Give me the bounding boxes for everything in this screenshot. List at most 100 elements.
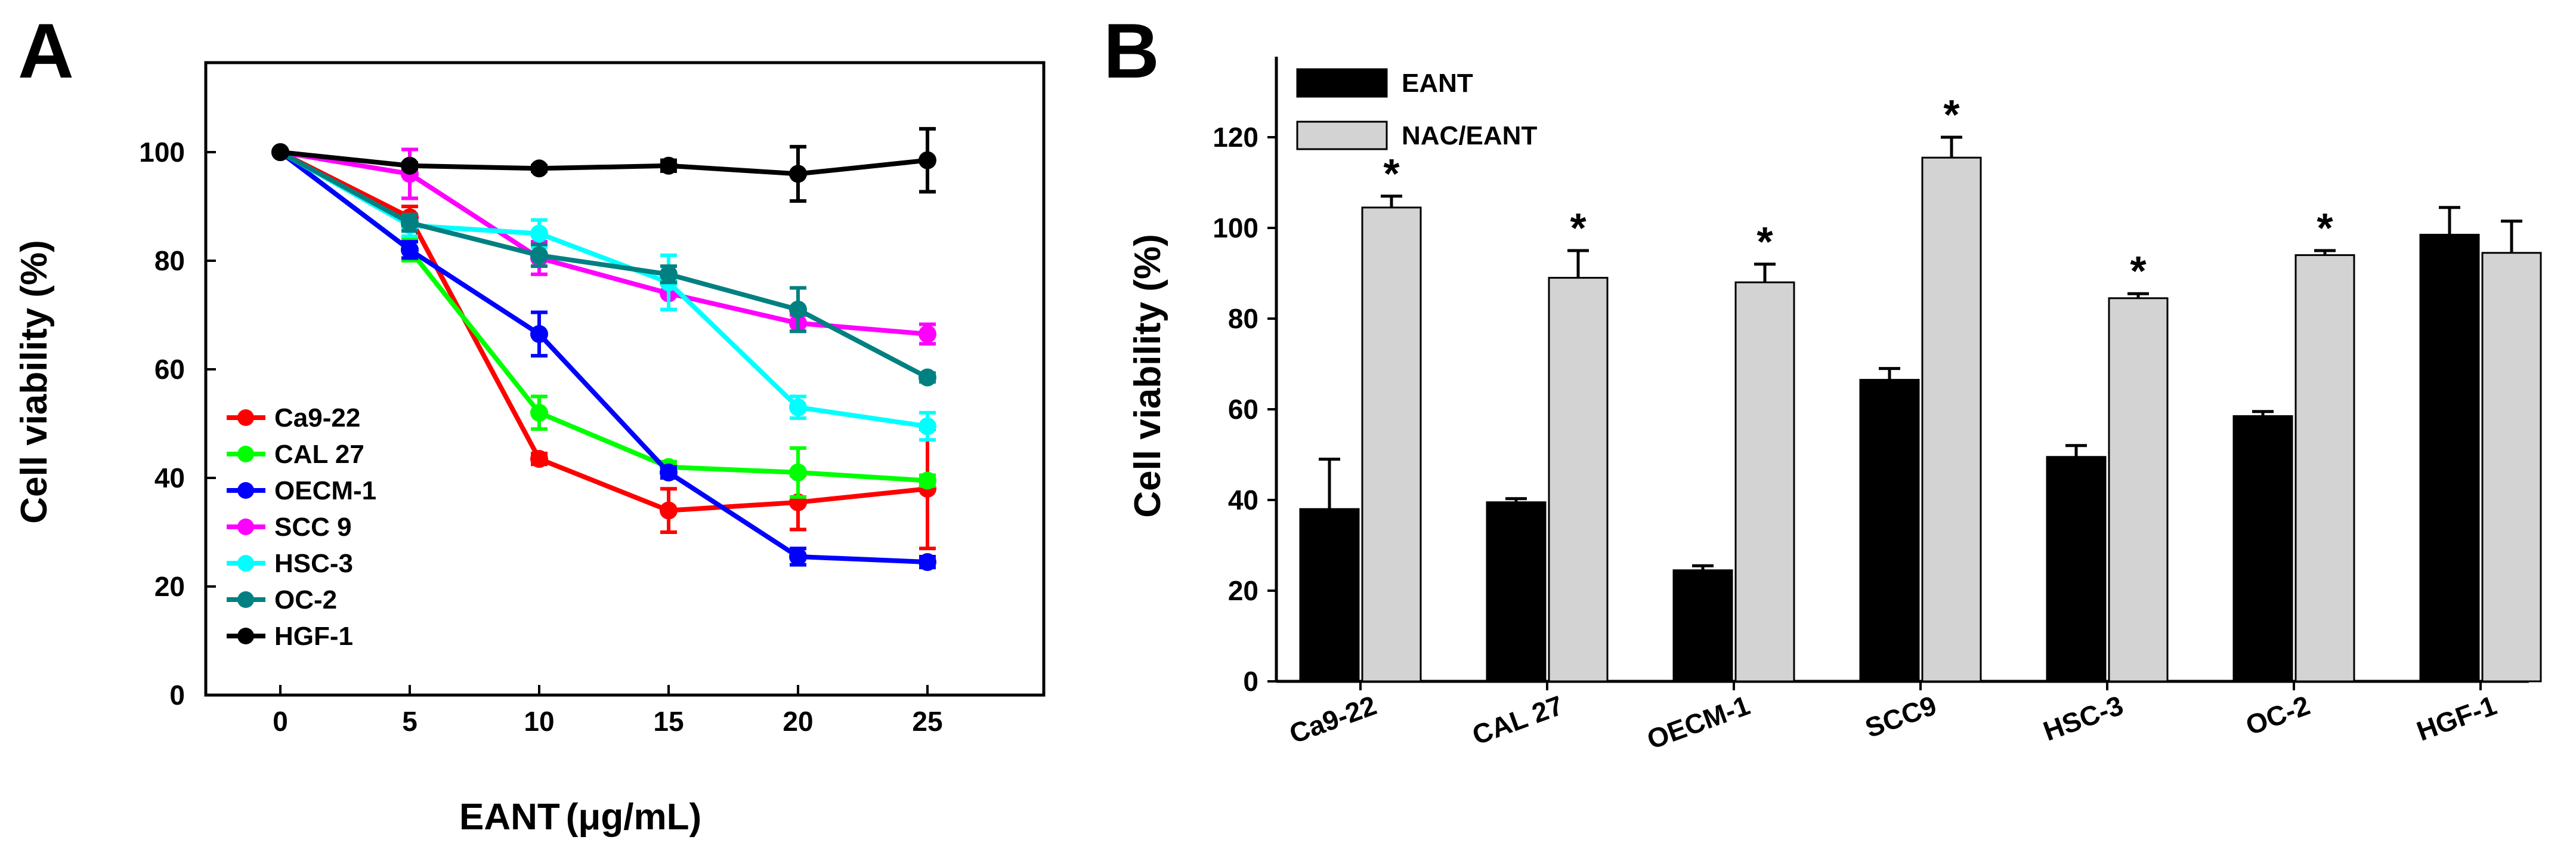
panel-b-group-ca9-22: * xyxy=(1299,150,1422,683)
panel-b-bar xyxy=(1859,379,1920,683)
panel-b-significance-marker: * xyxy=(1570,205,1587,251)
panel-b-legend-swatch xyxy=(1296,121,1388,150)
panel-a-data-point xyxy=(660,156,678,175)
panel-b-y-tick-label: 60 xyxy=(1228,394,1258,425)
panel-b-x-tick-label: HSC-3 xyxy=(2039,690,2127,747)
panel-a-legend-marker xyxy=(237,409,254,426)
panel-b-significance-marker: * xyxy=(2130,248,2147,294)
panel-a-data-point xyxy=(530,159,548,178)
panel-a-x-axis-title-unit: (μg/mL) xyxy=(566,797,701,838)
panel-a-data-point xyxy=(919,151,936,169)
panel-a-series-line xyxy=(280,150,928,177)
panel-b-bar xyxy=(1734,281,1795,683)
panel-a-series-line xyxy=(279,150,928,429)
panel-a-y-tick-label: 100 xyxy=(139,137,185,168)
panel-a-legend-label: HGF-1 xyxy=(274,622,353,651)
panel-a-series-hgf-1 xyxy=(271,126,936,203)
panel-b-bar xyxy=(2294,254,2355,683)
panel-a-y-axis-title: Cell viability (%) xyxy=(14,240,55,523)
panel-b-bar xyxy=(2108,297,2169,683)
panel-a-legend-marker xyxy=(237,628,254,644)
panel-a-y-tick-label: 20 xyxy=(154,571,185,602)
panel-b-bar xyxy=(2481,252,2542,683)
panel-a-data-point xyxy=(530,224,548,243)
panel-b-significance-marker: * xyxy=(1943,91,1960,138)
panel-label-a: A xyxy=(18,7,74,94)
panel-b-x-tick-label: Ca9-22 xyxy=(1285,690,1381,749)
panel-a-y-tick-label: 40 xyxy=(154,462,185,493)
panel-a-series-line xyxy=(279,150,929,380)
panel-a-series-oecm-1 xyxy=(271,143,936,572)
panel-a-data-point xyxy=(660,265,678,283)
panel-a-data-point xyxy=(789,463,807,481)
panel-b-group-hsc-3: * xyxy=(2046,248,2169,683)
panel-a-data-point xyxy=(660,463,678,481)
panel-a-data-point xyxy=(401,240,419,259)
panel-b-x-tick-label: OC-2 xyxy=(2241,690,2314,741)
panel-a-data-point xyxy=(789,165,807,183)
panel-a-legend-label: SCC 9 xyxy=(274,513,352,542)
panel-a-data-point xyxy=(789,547,807,566)
panel-a-data-point xyxy=(530,450,548,468)
panel-b-legend-swatch xyxy=(1296,68,1388,98)
panel-b-x-tick-label: HGF-1 xyxy=(2413,690,2500,747)
panel-b-bar xyxy=(1361,206,1422,683)
panel-a-y-tick-label: 80 xyxy=(154,245,185,276)
panel-a-legend-label: HSC-3 xyxy=(274,549,353,578)
panel-a-legend-label: OECM-1 xyxy=(274,476,376,505)
panel-b-bar xyxy=(2232,415,2293,683)
panel-b-y-axis: 0 20 40 60 80 100 120 xyxy=(1213,122,1276,697)
panel-a-data-point xyxy=(919,417,936,436)
panel-a-data-point xyxy=(530,246,548,264)
panel-a-legend-marker xyxy=(237,591,254,608)
panel-a-data-point xyxy=(919,325,936,343)
panel-a-y-axis: 0 20 40 60 80 100 xyxy=(139,137,216,711)
panel-b-y-tick-label: 80 xyxy=(1228,303,1258,334)
panel-b-group-oc-2: * xyxy=(2232,205,2355,683)
panel-b-bar xyxy=(1672,569,1733,683)
panel-a-legend-label: Ca9-22 xyxy=(274,403,360,433)
panel-a-plot-frame xyxy=(204,61,1046,697)
panel-a-series-scc-9 xyxy=(271,143,936,346)
panel-b-y-tick-label: 20 xyxy=(1228,575,1258,606)
panel-b-significance-marker: * xyxy=(1756,218,1773,265)
panel-b-y-tick-label: 0 xyxy=(1243,666,1258,697)
panel-a-data-point xyxy=(919,368,936,387)
panel-a-series-line xyxy=(280,150,928,337)
panel-a-data-point xyxy=(271,143,289,161)
panel-b-y-tick-label: 100 xyxy=(1213,212,1258,243)
panel-a-legend-marker xyxy=(237,446,254,462)
panel-a-data-point xyxy=(530,325,548,343)
panel-a-data-point xyxy=(919,553,936,572)
panel-a-x-axis: 0 5 10 15 20 25 xyxy=(273,685,943,737)
panel-b-bar xyxy=(1299,508,1360,683)
panel-a-legend-marker xyxy=(237,555,254,572)
panel-a-series-line xyxy=(279,150,928,565)
panel-label-b: B xyxy=(1103,7,1159,94)
panel-a-x-axis-title-main: EANT xyxy=(459,797,560,838)
panel-b-legend-label: NAC/EANT xyxy=(1402,121,1537,150)
panel-a-data-point xyxy=(530,403,548,422)
panel-b-group-oecm-1: * xyxy=(1672,218,1795,683)
panel-a-data-point xyxy=(401,214,419,232)
panel-b-x-tick-label: CAL 27 xyxy=(1468,690,1567,751)
panel-b-bar xyxy=(2419,233,2480,683)
panel-b-bars-group: * * * * * * xyxy=(1299,91,2542,683)
panel-b-x-tick-label: OECM-1 xyxy=(1643,690,1754,755)
panel-b-y-tick-label: 120 xyxy=(1213,122,1258,153)
panel-a-legend-marker xyxy=(237,482,254,499)
panel-a-series-oc-2 xyxy=(271,143,936,387)
panel-a-x-tick-label: 15 xyxy=(653,706,684,737)
panel-a-y-tick-label: 0 xyxy=(169,680,185,711)
panel-b-group-hgf-1 xyxy=(2419,206,2542,683)
panel-b-significance-marker: * xyxy=(1383,150,1400,197)
panel-a-x-tick-label: 0 xyxy=(273,706,288,737)
panel-a-series-group xyxy=(271,126,936,572)
panel-b-bar xyxy=(1548,277,1609,683)
panel-a-data-point xyxy=(789,300,807,319)
panel-b-bar xyxy=(1486,501,1547,683)
panel-b-group-scc9: * xyxy=(1859,91,1982,683)
panel-b-bar xyxy=(1921,156,1982,683)
panel-b-bar xyxy=(2046,456,2107,683)
